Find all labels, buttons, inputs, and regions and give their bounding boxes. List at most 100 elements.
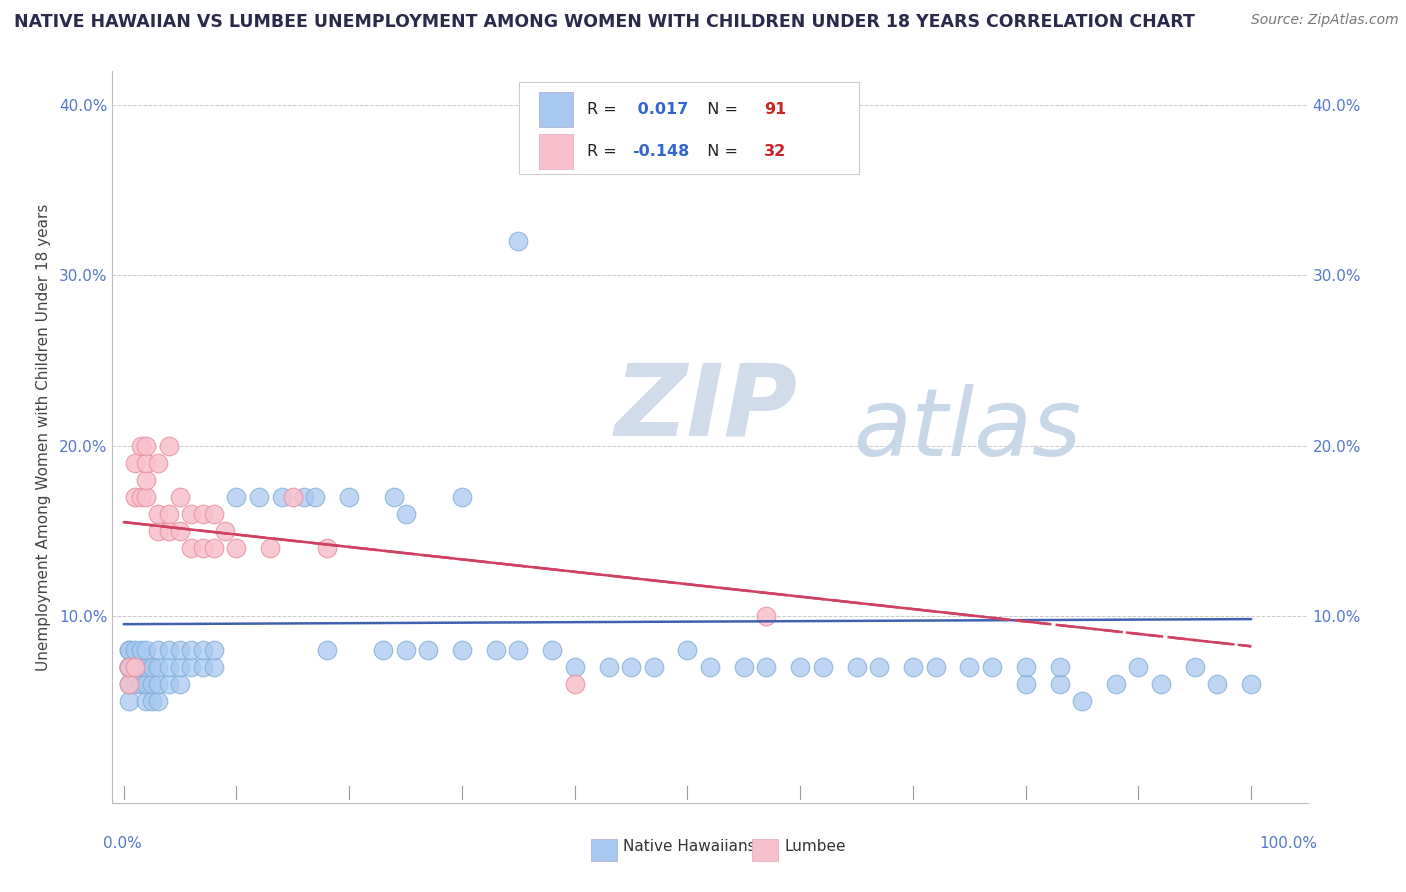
Point [281, 490, 304, 504]
Point [202, 659, 225, 673]
Point [135, 439, 157, 453]
Point [129, 439, 152, 453]
FancyBboxPatch shape [538, 92, 572, 127]
Point [924, 659, 946, 673]
Point [118, 677, 141, 691]
Point [789, 659, 811, 673]
Point [957, 659, 980, 673]
Point [118, 677, 141, 691]
Point [676, 642, 699, 657]
Point [564, 677, 586, 691]
Point [180, 507, 202, 521]
Point [146, 642, 169, 657]
Point [141, 677, 163, 691]
Y-axis label: Unemployment Among Women with Children Under 18 years: Unemployment Among Women with Children U… [35, 203, 51, 671]
Point [129, 490, 152, 504]
Text: 0.0%: 0.0% [103, 836, 142, 851]
Point [135, 456, 157, 470]
Point [135, 694, 157, 708]
Point [124, 642, 146, 657]
Point [845, 659, 868, 673]
Point [191, 541, 214, 555]
Point [1015, 677, 1038, 691]
Point [564, 659, 586, 673]
FancyBboxPatch shape [538, 134, 572, 169]
Point [169, 659, 191, 673]
Point [1240, 677, 1263, 691]
Point [1015, 659, 1038, 673]
Point [337, 490, 360, 504]
Point [643, 659, 665, 673]
Point [292, 490, 315, 504]
Point [146, 524, 169, 538]
Point [202, 541, 225, 555]
Point [169, 490, 191, 504]
Text: atlas: atlas [853, 384, 1081, 475]
FancyBboxPatch shape [752, 839, 778, 862]
Point [146, 677, 169, 691]
Point [315, 642, 337, 657]
Point [202, 507, 225, 521]
Point [980, 659, 1002, 673]
Point [451, 490, 474, 504]
Point [541, 642, 564, 657]
Point [135, 490, 157, 504]
Point [157, 677, 180, 691]
Point [485, 642, 508, 657]
Text: Lumbee: Lumbee [785, 839, 845, 855]
Point [118, 659, 141, 673]
Point [180, 659, 202, 673]
Point [146, 659, 169, 673]
Point [259, 541, 281, 555]
Point [868, 659, 890, 673]
Point [699, 659, 721, 673]
Point [157, 524, 180, 538]
Point [135, 677, 157, 691]
Point [1049, 659, 1071, 673]
Text: -0.148: -0.148 [633, 145, 689, 159]
Point [118, 642, 141, 657]
Point [394, 507, 416, 521]
Point [118, 694, 141, 708]
Text: 32: 32 [763, 145, 786, 159]
Point [1105, 677, 1128, 691]
Text: 100.0%: 100.0% [1260, 836, 1317, 851]
Point [1150, 677, 1173, 691]
Point [157, 642, 180, 657]
Point [225, 490, 247, 504]
Point [124, 659, 146, 673]
Point [124, 490, 146, 504]
Point [755, 608, 778, 623]
Point [451, 642, 474, 657]
Point [180, 642, 202, 657]
Point [315, 541, 337, 555]
Point [202, 642, 225, 657]
Point [191, 659, 214, 673]
Text: Native Hawaiians: Native Hawaiians [623, 839, 755, 855]
Point [129, 659, 152, 673]
Point [620, 659, 643, 673]
Point [157, 507, 180, 521]
Point [118, 659, 141, 673]
Point [180, 541, 202, 555]
Point [124, 659, 146, 673]
Text: 0.017: 0.017 [633, 102, 689, 117]
FancyBboxPatch shape [519, 82, 859, 174]
Point [146, 507, 169, 521]
Point [141, 659, 163, 673]
Text: N =: N = [697, 145, 742, 159]
Point [508, 642, 530, 657]
Text: R =: R = [586, 145, 621, 159]
Text: R =: R = [586, 102, 621, 117]
Point [124, 456, 146, 470]
Point [1049, 677, 1071, 691]
Point [247, 490, 270, 504]
Point [1071, 694, 1094, 708]
Point [118, 659, 141, 673]
Point [124, 659, 146, 673]
Point [214, 524, 236, 538]
Point [901, 659, 924, 673]
Point [157, 439, 180, 453]
Point [733, 659, 755, 673]
Point [157, 659, 180, 673]
